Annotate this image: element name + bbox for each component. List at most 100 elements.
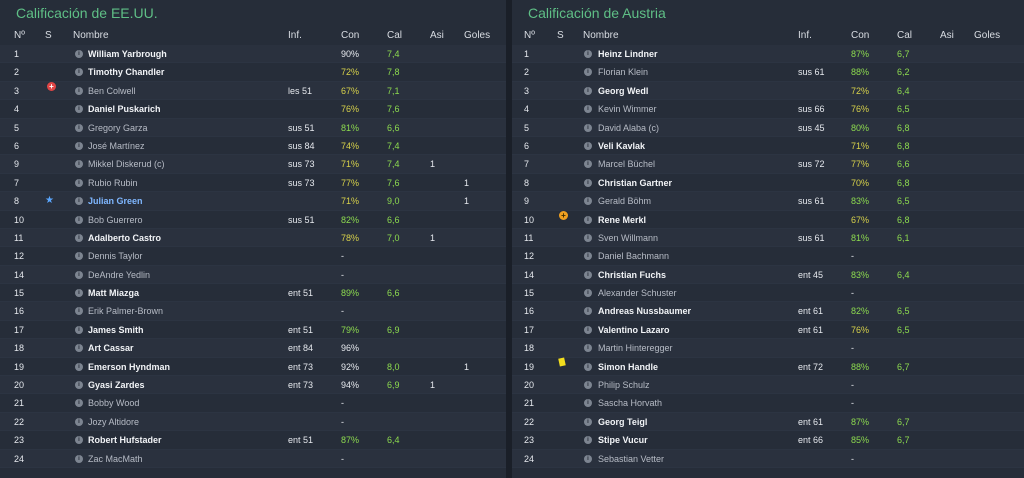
table-row[interactable]: 12 i Daniel Bachmann -: [512, 247, 1024, 266]
info-icon[interactable]: i: [584, 141, 592, 150]
table-row[interactable]: 10 + i Rene Merkl 67% 6,8: [512, 210, 1024, 229]
header-con[interactable]: Con: [341, 30, 360, 41]
table-row[interactable]: 3 + i Ben Colwell les 51 67% 7,1: [0, 81, 506, 101]
info-icon[interactable]: i: [584, 105, 592, 114]
player-name[interactable]: Gregory Garza: [88, 122, 148, 133]
player-name[interactable]: Dennis Taylor: [88, 251, 143, 262]
player-name[interactable]: Philip Schulz: [598, 380, 650, 391]
player-name[interactable]: Stipe Vucur: [598, 435, 648, 446]
info-icon[interactable]: i: [75, 325, 83, 334]
info-icon[interactable]: i: [75, 86, 83, 95]
table-row[interactable]: 24 i Zac MacMath -: [0, 449, 506, 468]
info-icon[interactable]: i: [75, 178, 83, 187]
player-name[interactable]: Erik Palmer-Brown: [88, 306, 164, 317]
header-inf[interactable]: Inf.: [288, 30, 302, 41]
info-icon[interactable]: i: [75, 68, 83, 77]
player-name[interactable]: James Smith: [88, 324, 144, 335]
info-icon[interactable]: i: [75, 454, 83, 463]
info-icon[interactable]: i: [75, 399, 83, 408]
table-row[interactable]: 16 i Andreas Nussbaumer ent 61 82% 6,5: [512, 302, 1024, 321]
player-name[interactable]: Valentino Lazaro: [598, 324, 670, 335]
info-icon[interactable]: i: [584, 252, 592, 261]
table-row[interactable]: 24 i Sebastian Vetter -: [512, 449, 1024, 468]
player-name[interactable]: Marcel Büchel: [598, 159, 656, 170]
info-icon[interactable]: i: [584, 417, 592, 426]
info-icon[interactable]: i: [584, 307, 592, 316]
player-name[interactable]: DeAndre Yedlin: [88, 269, 151, 280]
info-icon[interactable]: i: [584, 436, 592, 445]
table-row[interactable]: 23 i Stipe Vucur ent 66 85% 6,7: [512, 431, 1024, 450]
table-row[interactable]: 7 i Rubio Rubin sus 73 77% 7,6 1: [0, 173, 506, 193]
info-icon[interactable]: i: [584, 454, 592, 463]
player-name[interactable]: Andreas Nussbaumer: [598, 306, 692, 317]
player-name[interactable]: Gerald Böhm: [598, 196, 652, 207]
table-row[interactable]: 5 i Gregory Garza sus 51 81% 6,6: [0, 118, 506, 137]
player-name[interactable]: David Alaba (c): [598, 122, 660, 133]
info-icon[interactable]: i: [75, 160, 83, 169]
info-icon[interactable]: i: [584, 233, 592, 242]
player-name[interactable]: Ben Colwell: [88, 85, 136, 96]
table-row[interactable]: 23 i Robert Hufstader ent 51 87% 6,4: [0, 431, 506, 450]
table-row[interactable]: 15 i Matt Miazga ent 51 89% 6,6: [0, 284, 506, 303]
player-name[interactable]: Zac MacMath: [88, 453, 143, 464]
table-row[interactable]: 8 i Christian Gartner 70% 6,8: [512, 173, 1024, 193]
table-row[interactable]: 20 i Philip Schulz -: [512, 376, 1024, 395]
header-cal[interactable]: Cal: [897, 30, 913, 41]
table-row[interactable]: 10 i Bob Guerrero sus 51 82% 6,6: [0, 210, 506, 229]
player-name[interactable]: Adalberto Castro: [88, 232, 162, 243]
header-s[interactable]: S: [45, 30, 52, 41]
player-name[interactable]: Matt Miazga: [88, 288, 140, 299]
info-icon[interactable]: i: [584, 289, 592, 298]
info-icon[interactable]: i: [75, 362, 83, 371]
info-icon[interactable]: i: [75, 141, 83, 150]
table-row[interactable]: 4 i Daniel Puskarich 76% 7,6: [0, 100, 506, 119]
info-icon[interactable]: i: [75, 252, 83, 261]
info-icon[interactable]: i: [75, 123, 83, 132]
info-icon[interactable]: i: [584, 86, 592, 95]
table-row[interactable]: 21 i Bobby Wood -: [0, 394, 506, 413]
table-row[interactable]: 2 i Florian Klein sus 61 88% 6,2: [512, 63, 1024, 82]
player-name[interactable]: José Martínez: [88, 140, 145, 151]
info-icon[interactable]: i: [584, 197, 592, 206]
table-row[interactable]: 4 i Kevin Wimmer sus 66 76% 6,5: [512, 100, 1024, 119]
player-name[interactable]: Christian Gartner: [598, 177, 673, 188]
table-row[interactable]: 17 i James Smith ent 51 79% 6,9: [0, 320, 506, 340]
table-row[interactable]: 19 i Emerson Hyndman ent 73 92% 8,0 1: [0, 357, 506, 377]
player-name[interactable]: Art Cassar: [88, 343, 134, 354]
player-name[interactable]: Florian Klein: [598, 67, 649, 78]
info-icon[interactable]: i: [75, 417, 83, 426]
table-row[interactable]: 16 i Erik Palmer-Brown -: [0, 302, 506, 321]
info-icon[interactable]: i: [584, 123, 592, 132]
table-row[interactable]: 18 i Martin Hinteregger -: [512, 339, 1024, 358]
info-icon[interactable]: i: [75, 270, 83, 279]
table-row[interactable]: 5 i David Alaba (c) sus 45 80% 6,8: [512, 118, 1024, 137]
table-row[interactable]: 11 i Adalberto Castro 78% 7,0 1: [0, 228, 506, 248]
player-name[interactable]: Sebastian Vetter: [598, 453, 665, 464]
header-s[interactable]: S: [557, 30, 564, 41]
info-icon[interactable]: i: [584, 325, 592, 334]
table-row[interactable]: 14 i Christian Fuchs ent 45 83% 6,4: [512, 265, 1024, 285]
player-name[interactable]: Heinz Lindner: [598, 49, 658, 59]
player-name[interactable]: Christian Fuchs: [598, 269, 667, 280]
table-row[interactable]: 22 i Jozy Altidore -: [0, 412, 506, 432]
player-name[interactable]: Bobby Wood: [88, 398, 140, 409]
info-icon[interactable]: i: [584, 160, 592, 169]
header-goles[interactable]: Goles: [974, 30, 1001, 41]
header-asi[interactable]: Asi: [940, 30, 954, 41]
player-name[interactable]: Rubio Rubin: [88, 177, 138, 188]
table-row[interactable]: 9 i Mikkel Diskerud (c) sus 73 71% 7,4 1: [0, 155, 506, 174]
info-icon[interactable]: i: [75, 307, 83, 316]
info-icon[interactable]: i: [75, 381, 83, 390]
table-row[interactable]: 6 i José Martínez sus 84 74% 7,4: [0, 136, 506, 156]
player-name[interactable]: Sascha Horvath: [598, 398, 663, 409]
table-row[interactable]: 3 i Georg Wedl 72% 6,4: [512, 81, 1024, 101]
table-row[interactable]: 9 i Gerald Böhm sus 61 83% 6,5: [512, 192, 1024, 211]
info-icon[interactable]: i: [584, 50, 592, 58]
header-inf[interactable]: Inf.: [798, 30, 812, 41]
header-con[interactable]: Con: [851, 30, 870, 41]
table-row[interactable]: 8 ★ i Julian Green 71% 9,0 1: [0, 192, 506, 211]
player-name[interactable]: Daniel Bachmann: [598, 251, 670, 262]
info-icon[interactable]: i: [584, 215, 592, 224]
player-name[interactable]: Alexander Schuster: [598, 288, 677, 299]
header-asi[interactable]: Asi: [430, 30, 444, 41]
